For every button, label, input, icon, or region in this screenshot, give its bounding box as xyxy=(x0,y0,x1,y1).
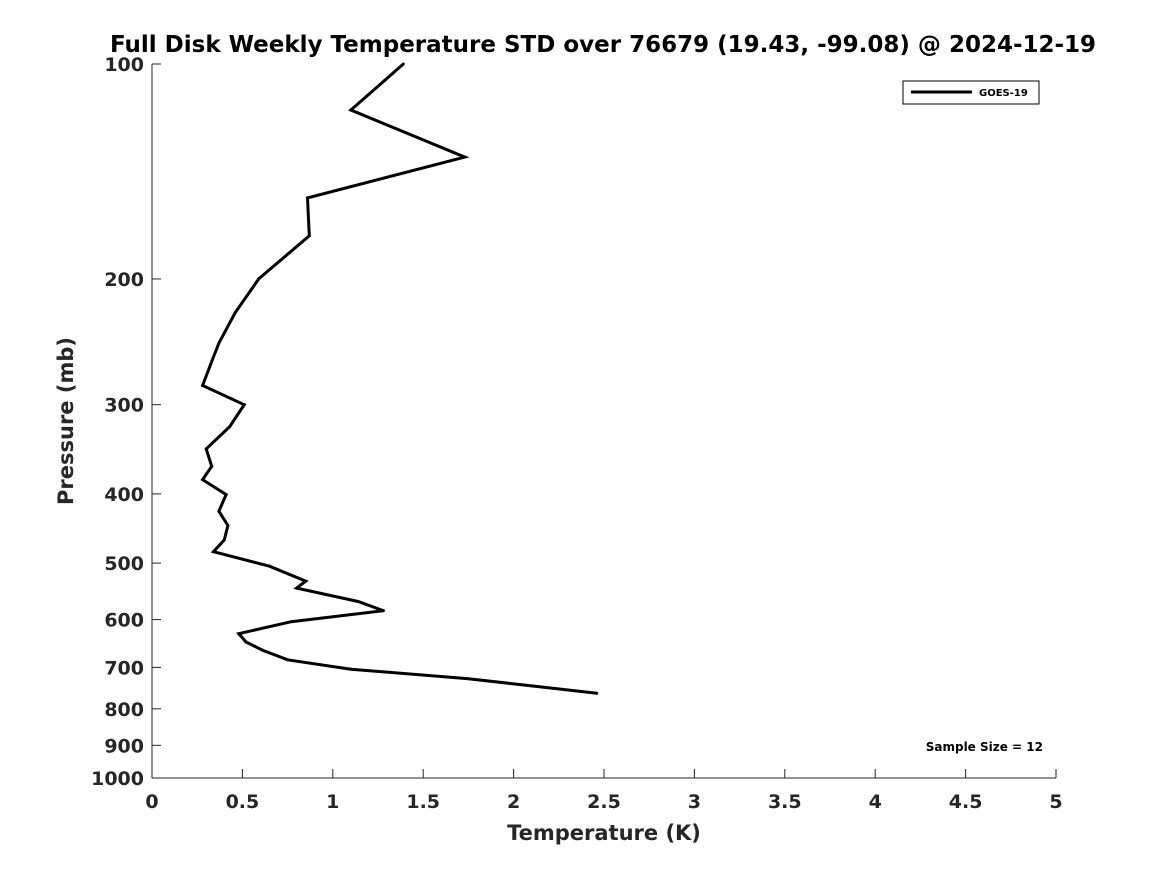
data-point xyxy=(201,478,205,482)
series-layer xyxy=(200,62,599,695)
data-point xyxy=(349,108,353,112)
data-point xyxy=(307,234,311,238)
data-point xyxy=(210,359,214,363)
legend-label: GOES-19 xyxy=(979,88,1028,99)
data-point xyxy=(201,383,205,387)
data-point xyxy=(211,550,215,554)
series-line-goes-19 xyxy=(200,62,597,695)
x-tick-label: 3 xyxy=(688,791,701,813)
y-ticks: 100 200 300 400 500 600 700 800 900 1000 xyxy=(91,54,161,790)
chart-title: Full Disk Weekly Temperature STD over 76… xyxy=(110,32,1096,58)
data-point xyxy=(356,600,360,604)
data-point xyxy=(210,464,214,468)
sample-size-annotation: Sample Size = 12 xyxy=(926,740,1043,754)
y-tick-label: 600 xyxy=(104,610,144,632)
y-tick-label: 400 xyxy=(104,484,144,506)
data-point xyxy=(289,620,293,624)
data-point xyxy=(595,691,599,695)
data-point xyxy=(224,493,228,497)
y-tick-label: 800 xyxy=(104,699,144,721)
data-point xyxy=(228,425,232,429)
data-point xyxy=(286,658,290,662)
x-axis-label: Temperature (K) xyxy=(507,821,701,845)
data-point xyxy=(257,277,261,281)
x-tick-label: 1.5 xyxy=(406,791,440,813)
data-point xyxy=(305,196,309,200)
data-point xyxy=(226,524,230,528)
y-tick-label: 300 xyxy=(104,395,144,417)
x-tick-label: 4.5 xyxy=(949,791,983,813)
x-ticks: 0 0.5 1 1.5 2 2.5 3 3.5 4 4.5 5 xyxy=(145,769,1063,813)
data-point xyxy=(217,341,221,345)
x-tick-label: 5 xyxy=(1049,791,1062,813)
y-tick-label: 700 xyxy=(104,657,144,679)
data-point xyxy=(242,403,246,407)
data-point xyxy=(349,667,353,671)
data-point xyxy=(530,684,534,688)
data-point xyxy=(217,509,221,513)
x-tick-label: 4 xyxy=(869,791,882,813)
x-tick-label: 2 xyxy=(507,791,520,813)
y-tick-label: 1000 xyxy=(91,768,144,790)
x-tick-label: 1 xyxy=(326,791,339,813)
x-tick-label: 2.5 xyxy=(587,791,621,813)
legend: GOES-19 xyxy=(902,80,1040,105)
data-point xyxy=(260,648,264,652)
data-point xyxy=(233,311,237,315)
data-point xyxy=(295,586,299,590)
data-point xyxy=(304,579,308,583)
data-point xyxy=(237,632,241,636)
data-point xyxy=(222,538,226,542)
x-tick-label: 3.5 xyxy=(768,791,802,813)
data-point xyxy=(204,447,208,451)
data-point xyxy=(244,640,248,644)
data-point xyxy=(401,62,405,66)
x-tick-label: 0.5 xyxy=(226,791,260,813)
y-tick-label: 200 xyxy=(104,269,144,291)
y-tick-label: 100 xyxy=(104,54,144,76)
data-point xyxy=(381,609,385,613)
data-point xyxy=(268,564,272,568)
x-tick-label: 0 xyxy=(145,791,158,813)
data-point xyxy=(466,677,470,681)
y-tick-label: 500 xyxy=(104,553,144,575)
data-point xyxy=(463,155,467,159)
y-tick-label: 900 xyxy=(104,735,144,757)
y-axis-label: Pressure (mb) xyxy=(54,337,78,505)
